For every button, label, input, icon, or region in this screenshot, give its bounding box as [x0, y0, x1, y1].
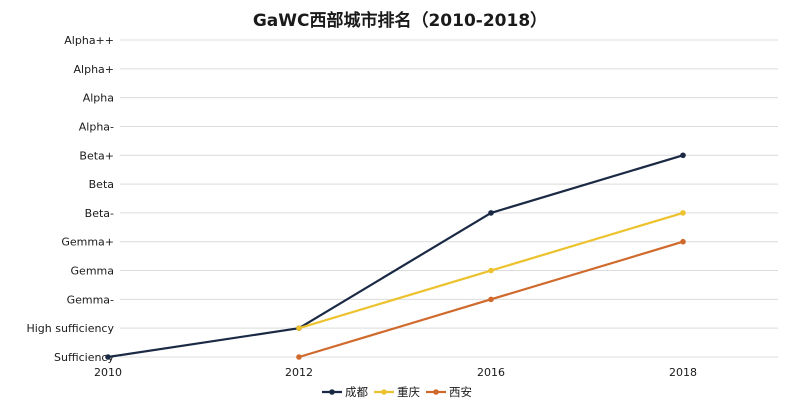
y-tick-label: Alpha: [83, 92, 114, 105]
legend-label: 成都: [345, 385, 368, 399]
y-tick-label: Gemma-: [67, 293, 114, 306]
x-tick-label: 2018: [669, 366, 697, 379]
y-tick-label: Sufficiency: [54, 351, 114, 364]
y-tick-label: Beta+: [79, 149, 114, 162]
legend-swatch-marker: [381, 389, 387, 395]
y-tick-label: Beta-: [85, 207, 114, 220]
data-point: [488, 296, 494, 303]
legend-label: 西安: [449, 385, 472, 399]
x-tick-label: 2010: [94, 366, 122, 379]
y-tick-label: Gemma: [71, 265, 114, 278]
chart-title: GaWC西部城市排名（2010-2018）: [252, 11, 548, 31]
y-tick-label: Alpha-: [79, 120, 114, 133]
data-point: [680, 210, 686, 216]
legend-swatch-marker: [433, 389, 439, 395]
y-tick-label: High sufficiency: [26, 322, 114, 335]
series-line-1: [107, 154, 684, 359]
data-point: [488, 267, 494, 274]
y-tick-label: Beta: [89, 178, 114, 191]
data-point: [296, 354, 302, 360]
data-point: [105, 354, 111, 360]
y-tick-label: Gemma+: [61, 236, 114, 249]
data-point: [680, 152, 686, 159]
data-point: [296, 325, 302, 331]
y-tick-label: Alpha+: [74, 63, 115, 76]
data-point: [680, 238, 686, 245]
legend-swatch-marker: [329, 389, 335, 395]
x-tick-label: 2012: [285, 366, 313, 379]
legend-label: 重庆: [397, 385, 420, 399]
data-point: [488, 210, 494, 216]
y-tick-label: Alpha++: [64, 34, 114, 47]
x-tick-label: 2016: [477, 366, 505, 379]
